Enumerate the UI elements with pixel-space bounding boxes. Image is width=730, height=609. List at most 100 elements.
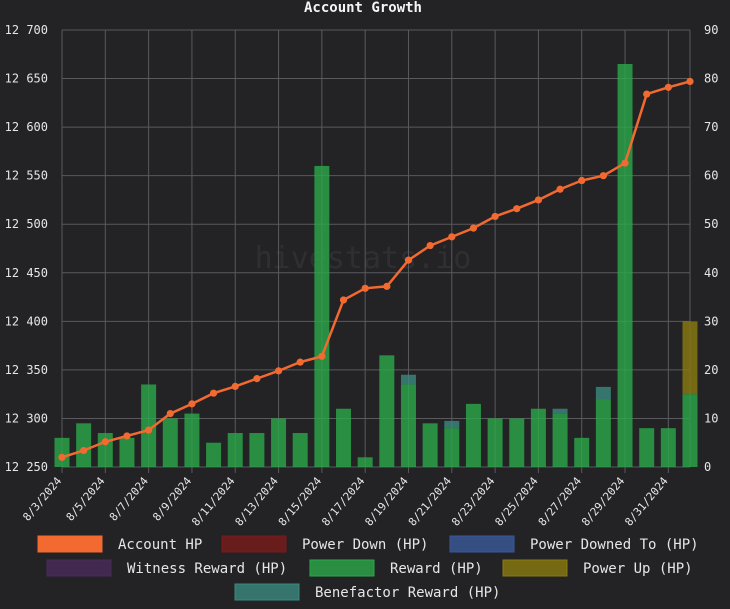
account-hp-point	[253, 375, 261, 383]
reward-hp-bar	[379, 355, 395, 467]
y-right-tick-label: 50	[704, 217, 718, 231]
reward-hp-bar	[574, 437, 590, 467]
account-hp-point	[361, 284, 369, 292]
y-left-tick-label: 12 450	[5, 266, 48, 280]
account-hp-point	[80, 446, 88, 455]
x-tick-label: 8/13/2024	[233, 474, 282, 528]
reward-hp-bar	[400, 384, 416, 467]
account-hp-point	[664, 83, 672, 91]
reward-hp-bar	[119, 437, 135, 467]
reward-hp-bar	[314, 165, 330, 467]
y-right-tick-label: 80	[704, 72, 718, 86]
legend-label-benefactor-reward-hp: Benefactor Reward (HP)	[315, 585, 500, 601]
account-hp-point	[188, 400, 196, 408]
y-left-tick-label: 12 400	[5, 314, 48, 328]
reward-hp-bar	[487, 418, 503, 467]
reward-hp-bar	[660, 428, 676, 467]
account-hp-point	[599, 172, 607, 180]
y-right-tick-label: 10	[704, 411, 718, 425]
x-tick-label: 8/25/2024	[492, 474, 541, 528]
reward-hp-bar	[530, 408, 546, 467]
legend-swatch-power-down-hp	[221, 535, 287, 553]
x-tick-label: 8/27/2024	[536, 474, 585, 528]
power-up-hp-bar	[682, 321, 698, 395]
legend-label-witness-reward-hp: Witness Reward (HP)	[127, 561, 287, 577]
account-hp-line	[58, 77, 694, 461]
account-hp-point	[578, 176, 586, 185]
account-hp-point	[145, 426, 153, 434]
account-hp-point	[556, 185, 564, 193]
watermark: hivestats.io	[255, 241, 472, 276]
legend-swatch-account-hp	[37, 535, 103, 553]
legend-swatch-witness-reward-hp	[46, 559, 112, 577]
reward-hp-bar	[292, 433, 308, 467]
benefactor-reward-hp-bar	[552, 408, 568, 414]
legend-label-power-down-hp: Power Down (HP)	[302, 537, 428, 553]
reward-hp-bar	[444, 428, 460, 467]
y-right-tick-label: 0	[704, 460, 711, 474]
y-left-tick-label: 12 600	[5, 120, 48, 134]
reward-hp-bar	[76, 423, 92, 467]
x-tick-label: 8/29/2024	[579, 474, 628, 528]
y-left-tick-label: 12 650	[5, 72, 48, 86]
x-tick-label: 8/7/2024	[107, 474, 151, 523]
account-hp-point	[404, 256, 413, 264]
x-tick-label: 8/23/2024	[449, 474, 498, 528]
benefactor-reward-hp-bar	[444, 420, 460, 429]
account-hp-point	[469, 224, 478, 232]
account-hp-point	[686, 77, 694, 86]
account-hp-point	[621, 159, 629, 167]
account-hp-point	[296, 358, 304, 366]
account-hp-point	[383, 282, 391, 290]
y-left-tick-label: 12 300	[5, 411, 48, 425]
benefactor-reward-hp-bar	[400, 374, 416, 385]
account-hp-point	[58, 453, 66, 461]
account-hp-point	[534, 196, 543, 204]
grid	[61, 29, 691, 473]
x-tick-label: 8/11/2024	[189, 474, 238, 528]
legend-label-reward-hp: Reward (HP)	[390, 561, 483, 577]
reward-hp-bar	[682, 394, 698, 467]
reward-hp-bar	[595, 399, 611, 467]
reward-hp-bar	[617, 63, 633, 467]
reward-hp-bar	[141, 384, 157, 467]
reward-hp-bar	[271, 418, 287, 467]
reward-hp-bar	[206, 442, 222, 467]
reward-hp-bar	[422, 423, 438, 467]
reward-hp-bar	[54, 437, 70, 467]
account-hp-point	[491, 212, 499, 221]
reward-hp-bar	[162, 418, 178, 467]
legend: Account HP Power Down (HP) Power Downed To…	[37, 535, 699, 601]
account-hp-point	[101, 438, 109, 446]
y-left-tick-label: 12 550	[5, 169, 48, 183]
chart-title: Account Growth	[304, 0, 422, 16]
account-hp-point	[231, 382, 239, 390]
y-right-tick-label: 20	[704, 363, 718, 377]
account-hp-point	[448, 233, 456, 241]
y-left-tick-label: 12 250	[5, 460, 48, 474]
legend-swatch-power-up-hp	[502, 559, 568, 577]
y-right-tick-label: 90	[704, 23, 718, 37]
y-left-tick-label: 12 700	[5, 23, 48, 37]
legend-swatch-benefactor-reward-hp	[234, 583, 300, 601]
account-hp-point	[274, 367, 283, 375]
account-hp-point	[318, 352, 326, 360]
account-hp-point	[339, 296, 348, 304]
reward-hp-bar	[465, 403, 481, 467]
y-right-tick-label: 70	[704, 120, 718, 134]
legend-label-power-up-hp: Power Up (HP)	[583, 561, 693, 577]
x-tick-label: 8/9/2024	[150, 474, 194, 523]
y-left-tick-label: 12 350	[5, 363, 48, 377]
reward-hp-bar	[227, 433, 243, 467]
x-tick-label: 8/19/2024	[363, 474, 412, 528]
reward-hp-bar	[184, 413, 200, 467]
account-hp-point	[513, 205, 521, 213]
account-hp-point	[166, 409, 174, 418]
x-tick-label: 8/5/2024	[64, 474, 108, 523]
legend-swatch-reward-hp	[309, 559, 375, 577]
x-tick-label: 8/21/2024	[406, 474, 455, 528]
reward-hp-bar	[249, 433, 265, 467]
bar-series	[54, 63, 698, 467]
legend-label-power-downed-to-hp: Power Downed To (HP)	[530, 537, 699, 553]
x-tick-label: 8/15/2024	[276, 474, 325, 528]
